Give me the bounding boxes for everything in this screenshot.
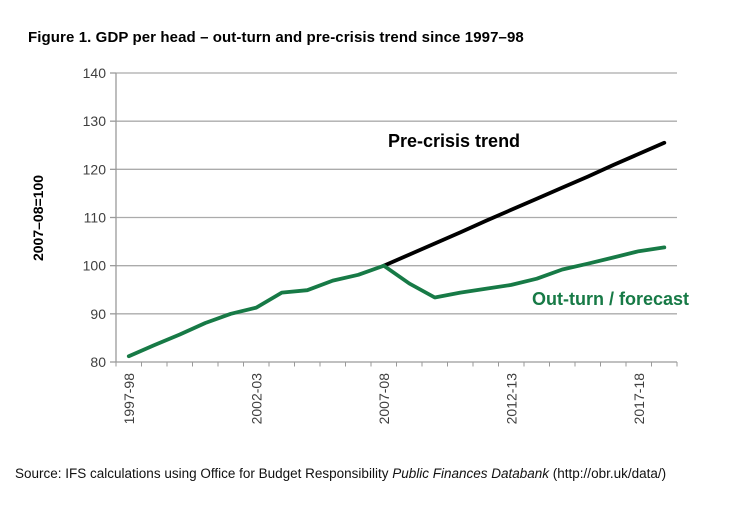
y-tick-label: 90 xyxy=(90,306,106,322)
y-tick-label: 120 xyxy=(83,161,107,177)
y-tick-label: 110 xyxy=(84,210,107,226)
x-tick-label: 2002-03 xyxy=(248,373,264,425)
x-tick-label: 1997-98 xyxy=(121,373,137,425)
series-outturn-forecast-line xyxy=(126,245,667,359)
y-tick-label: 140 xyxy=(83,65,107,81)
source-note-suffix: (http://obr.uk/data/) xyxy=(549,466,667,481)
source-note-italic: Public Finances Databank xyxy=(392,466,550,481)
x-tick-label: 2012-13 xyxy=(503,373,519,425)
series-precrisis-trend-line xyxy=(381,140,667,268)
annotation-precrisis-trend: Pre-crisis trend xyxy=(388,131,521,151)
y-tick-label: 80 xyxy=(90,354,106,370)
x-tick-label: 2007-08 xyxy=(376,373,392,425)
figure-title: Figure 1. GDP per head – out-turn and pr… xyxy=(28,29,524,46)
source-note: Source: IFS calculations using Office fo… xyxy=(15,466,666,481)
x-tick-label: 2017-18 xyxy=(631,373,647,425)
source-note-prefix: Source: IFS calculations using Office fo… xyxy=(15,466,393,481)
annotation-outturn-forecast: Out-turn / forecast xyxy=(532,289,690,309)
y-tick-label: 130 xyxy=(83,113,107,129)
y-tick-label: 100 xyxy=(83,258,107,274)
y-axis-title: 2007–08=100 xyxy=(30,174,46,262)
